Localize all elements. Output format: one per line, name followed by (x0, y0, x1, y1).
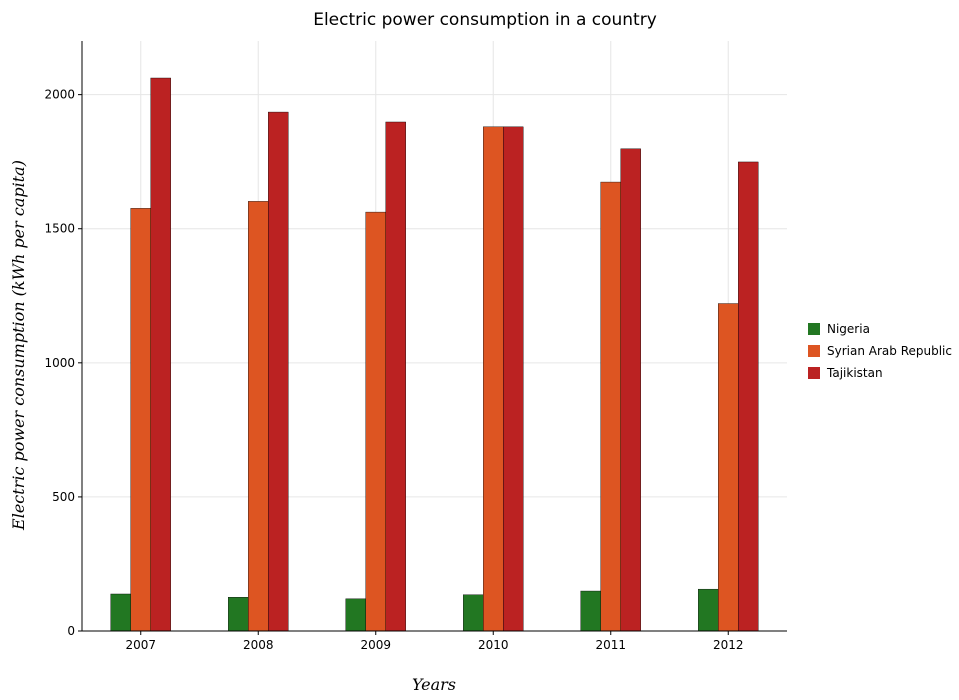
bar-syrian-arab-republic-2010 (483, 126, 504, 632)
ticks: 0 500 1000 1500 2000 2007 2008 2009 2010 2011 2012 (44, 88, 743, 652)
bar-tajikistan-2008 (268, 111, 289, 632)
x-axis-label: Years (412, 675, 456, 694)
grid (82, 41, 787, 632)
legend: Nigeria Syrian Arab Republic Tajikistan (808, 322, 952, 380)
legend-label: Syrian Arab Republic (827, 344, 952, 358)
y-tick-label: 1000 (44, 356, 75, 370)
bar-nigeria-2009 (345, 598, 366, 632)
x-tick-label: 2012 (713, 638, 744, 652)
x-tick-label: 2007 (125, 638, 156, 652)
legend-swatch (808, 323, 820, 335)
bar-syrian-arab-republic-2012 (718, 303, 739, 632)
x-tick-label: 2010 (478, 638, 509, 652)
bar-tajikistan-2009 (385, 121, 406, 632)
chart-title: Electric power consumption in a country (313, 10, 657, 30)
legend-label: Nigeria (827, 322, 870, 336)
y-tick-label: 1500 (44, 222, 75, 236)
axes (81, 41, 787, 632)
bar-nigeria-2010 (463, 594, 484, 632)
legend-swatch (808, 345, 820, 357)
legend-swatch (808, 367, 820, 379)
bar-tajikistan-2011 (620, 148, 641, 632)
bar-tajikistan-2012 (738, 161, 759, 632)
bar-syrian-arab-republic-2007 (130, 208, 151, 632)
bar-syrian-arab-republic-2011 (600, 181, 621, 632)
bar-nigeria-2008 (228, 597, 249, 632)
bar-syrian-arab-republic-2009 (365, 211, 386, 632)
y-tick-label: 2000 (44, 88, 75, 102)
x-tick-label: 2009 (360, 638, 391, 652)
bar-nigeria-2012 (698, 588, 719, 632)
x-tick-label: 2011 (595, 638, 626, 652)
legend-label: Tajikistan (826, 366, 883, 380)
y-tick-label: 500 (52, 490, 75, 504)
bar-nigeria-2007 (110, 593, 131, 632)
y-tick-label: 0 (67, 624, 75, 638)
bar-syrian-arab-republic-2008 (248, 201, 269, 632)
bar-tajikistan-2010 (503, 126, 524, 632)
y-axis-label: Electric power consumption (kWh per capi… (9, 160, 28, 531)
bar-nigeria-2011 (580, 590, 601, 632)
x-tick-label: 2008 (243, 638, 274, 652)
bars (110, 77, 759, 632)
bar-tajikistan-2007 (150, 77, 171, 632)
